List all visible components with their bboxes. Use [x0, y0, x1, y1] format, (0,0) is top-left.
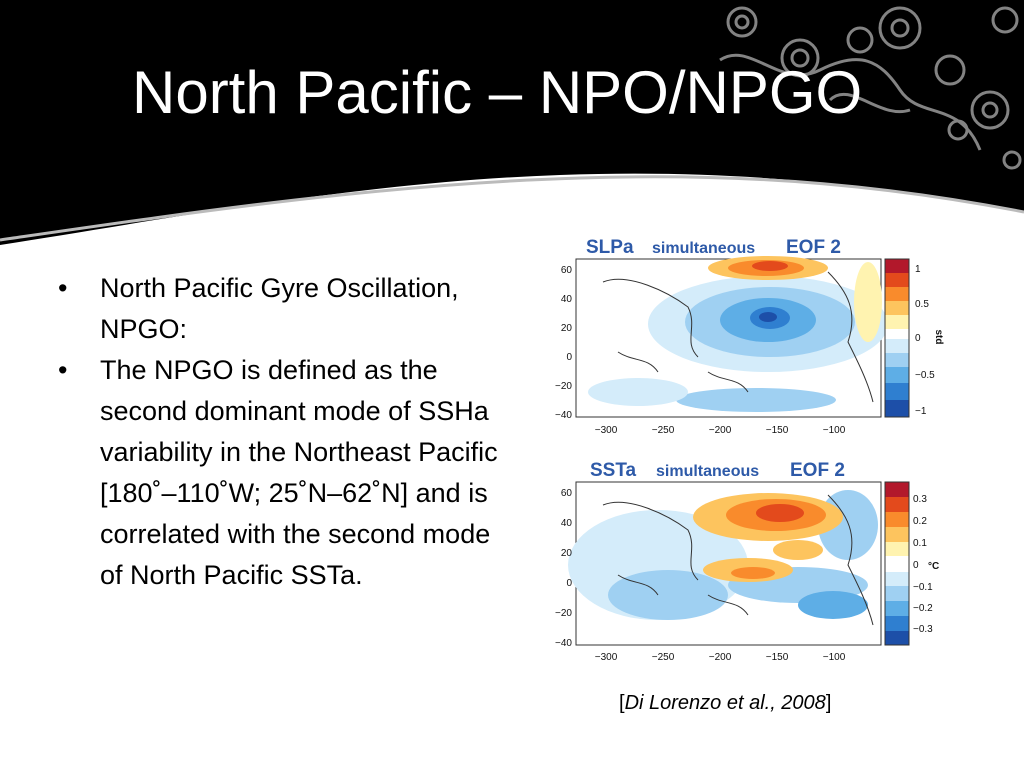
- y-tick-label: −40: [555, 638, 572, 649]
- x-tick-label: −300: [595, 425, 618, 436]
- colorbar-tick-label: 0.5: [915, 299, 929, 310]
- x-tick-label: −250: [652, 425, 675, 436]
- slpa-eof-map: SLPa simultaneous EOF 2 60 40 20 0 −20 −…: [555, 237, 944, 436]
- x-tick-label: −150: [766, 652, 789, 663]
- x-tick-label: −200: [709, 652, 732, 663]
- colorbar: 1 0.5 0 −0.5 −1 std: [884, 258, 944, 418]
- slide-title: North Pacific – NPO/NPGO: [132, 59, 863, 126]
- x-tick-label: −100: [823, 425, 846, 436]
- citation: [Di Lorenzo et al., 2008]: [619, 692, 831, 715]
- colorbar-tick-label: 1: [915, 264, 921, 275]
- y-tick-label: −40: [555, 410, 572, 421]
- y-tick-label: 40: [561, 294, 573, 305]
- y-tick-label: −20: [555, 381, 572, 392]
- figure-title-end: EOF 2: [786, 237, 841, 258]
- x-tick-label: −250: [652, 652, 675, 663]
- y-tick-label: 60: [561, 265, 573, 276]
- colorbar-unit: °C: [928, 561, 939, 572]
- citation-open-bracket: [: [619, 692, 625, 714]
- x-tick-label: −150: [766, 425, 789, 436]
- header-band: [0, 0, 1024, 245]
- colorbar-unit: std: [933, 330, 944, 345]
- map-plot-area: [575, 256, 888, 418]
- x-tick-label: −100: [823, 652, 846, 663]
- colorbar-tick-label: 0: [913, 560, 919, 571]
- y-tick-label: −20: [555, 608, 572, 619]
- bullet-symbol: •: [58, 355, 68, 385]
- y-tick-label: 0: [566, 352, 572, 363]
- y-tick-label: 20: [561, 548, 573, 559]
- figure-title-mid: simultaneous: [652, 240, 755, 257]
- x-axis: −300 −250 −200 −150 −100: [595, 425, 846, 436]
- bullet-symbol: •: [58, 273, 68, 303]
- colorbar-tick-label: −1: [915, 406, 927, 417]
- colorbar-tick-label: −0.1: [913, 582, 933, 593]
- colorbar-tick-label: −0.2: [913, 603, 933, 614]
- bullet-list: • North Pacific Gyre Oscillation, NPGO: …: [58, 268, 498, 596]
- colorbar-tick-label: −0.3: [913, 624, 933, 635]
- y-tick-label: 40: [561, 518, 573, 529]
- colorbar-tick-label: 0.3: [913, 494, 927, 505]
- y-tick-label: 0: [566, 578, 572, 589]
- header-swoosh: [0, 175, 1024, 242]
- citation-close-bracket: ]: [825, 692, 832, 714]
- colorbar-tick-label: 0.1: [913, 538, 927, 549]
- bullet-item: • The NPGO is defined as the second domi…: [58, 350, 498, 596]
- bullet-item: • North Pacific Gyre Oscillation, NPGO:: [58, 268, 498, 350]
- x-tick-label: −200: [709, 425, 732, 436]
- map-plot-area: [568, 481, 882, 646]
- colorbar-tick-label: 0.2: [913, 516, 927, 527]
- figure-title-mid: simultaneous: [656, 463, 759, 480]
- colorbar: 0.3 0.2 0.1 0 −0.1 −0.2 −0.3 °C: [884, 481, 939, 646]
- y-axis: 60 40 20 0 −20 −40: [555, 488, 572, 649]
- ssta-eof-map: SSTa simultaneous EOF 2 60 40 20 0 −20 −…: [555, 460, 939, 663]
- y-axis: 60 40 20 0 −20 −40: [555, 265, 572, 421]
- figure-title-main: SLPa: [586, 237, 634, 258]
- swirl-ornament: [719, 6, 1022, 170]
- colorbar-tick-label: −0.5: [915, 370, 935, 381]
- bullet-text: North Pacific Gyre Oscillation, NPGO:: [100, 273, 459, 344]
- bullet-text: The NPGO is defined as the second domina…: [100, 355, 498, 590]
- figure-title-main: SSTa: [590, 460, 637, 481]
- x-tick-label: −300: [595, 652, 618, 663]
- colorbar-tick-label: 0: [915, 333, 921, 344]
- header-background: [0, 0, 1024, 245]
- citation-authors: Di Lorenzo et al., 2008: [624, 692, 826, 714]
- y-tick-label: 60: [561, 488, 573, 499]
- x-axis: −300 −250 −200 −150 −100: [595, 652, 846, 663]
- figure-title-end: EOF 2: [790, 460, 845, 481]
- y-tick-label: 20: [561, 323, 573, 334]
